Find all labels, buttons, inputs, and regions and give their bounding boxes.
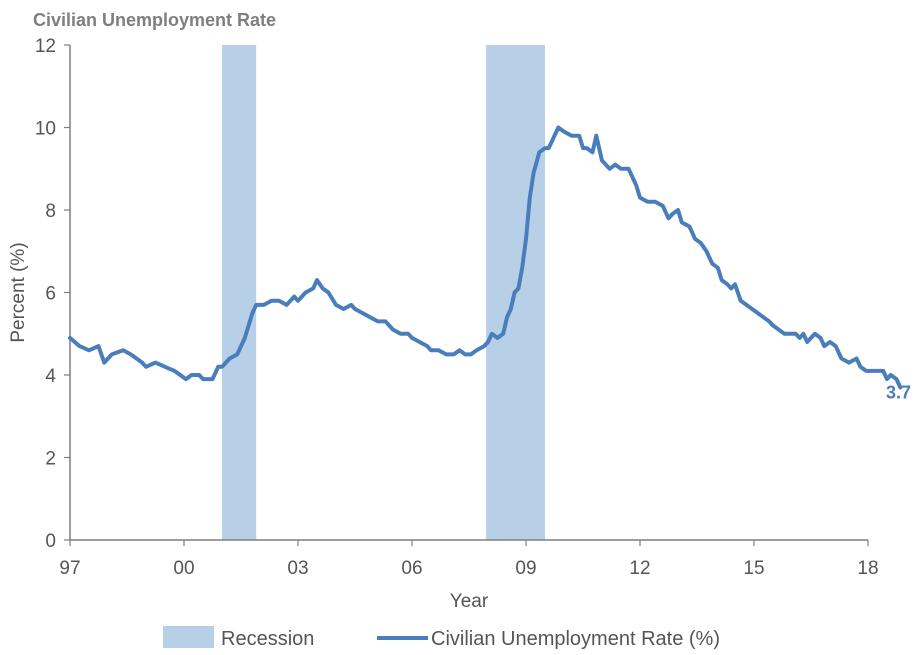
y-tick-label: 8 <box>45 201 56 222</box>
legend-label-recession: Recession <box>221 628 314 650</box>
x-tick-label: 06 <box>401 558 422 579</box>
x-tick-label: 15 <box>743 558 764 579</box>
y-axis-title: Percent (%) <box>8 242 29 342</box>
legend: Recession Civilian Unemployment Rate (%) <box>163 626 720 650</box>
y-tick-label: 6 <box>45 284 56 305</box>
x-tick-label: 03 <box>287 558 308 579</box>
legend-label-unemployment: Civilian Unemployment Rate (%) <box>431 628 720 650</box>
series-line-1 <box>68 125 903 390</box>
y-tick-label: 10 <box>35 119 56 140</box>
legend-swatch-recession <box>163 626 214 648</box>
series-end-label: 3.7 <box>886 382 911 402</box>
axes <box>64 44 869 546</box>
series-lines: 3.7 <box>68 125 911 402</box>
chart-title: Civilian Unemployment Rate <box>33 10 276 30</box>
recession-band-1 <box>222 45 257 540</box>
recession-bands <box>222 45 545 540</box>
x-tick-label: 97 <box>59 558 80 579</box>
x-tick-label: 00 <box>173 558 194 579</box>
y-tick-label: 2 <box>45 449 56 470</box>
y-tick-label: 0 <box>45 531 56 552</box>
tick-labels: 0 2 4 6 8 10 12 97 00 03 06 09 12 15 18 <box>35 36 879 579</box>
x-tick-label: 09 <box>515 558 536 579</box>
x-tick-label: 18 <box>857 558 878 579</box>
y-tick-label: 12 <box>35 36 56 57</box>
y-tick-label: 4 <box>45 366 56 387</box>
x-axis-title: Year <box>450 591 489 612</box>
x-tick-label: 12 <box>629 558 650 579</box>
